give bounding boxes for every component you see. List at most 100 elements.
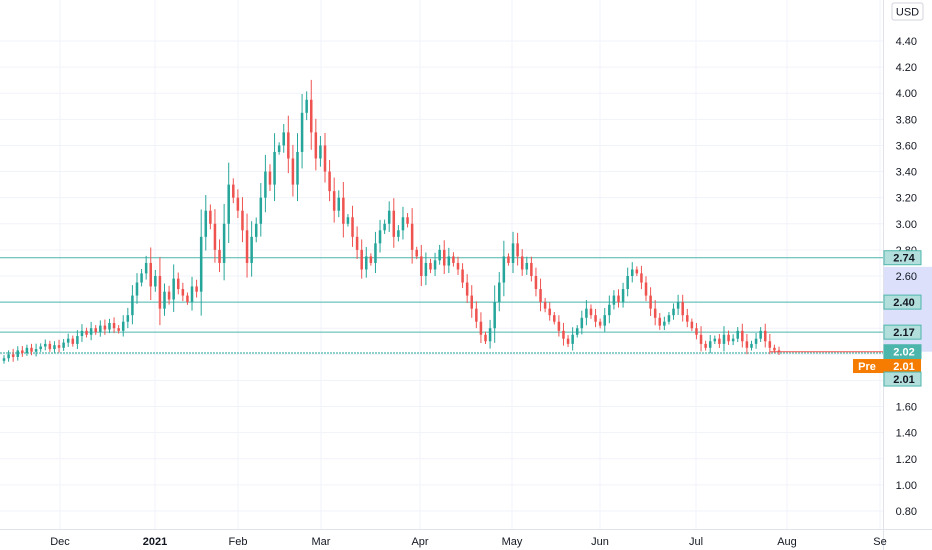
x-tick-label: Jun xyxy=(591,536,609,548)
candle-body xyxy=(695,328,698,335)
candle-body xyxy=(520,256,524,270)
pre-market-label[interactable]: Pre 2.01 xyxy=(853,359,921,374)
candle-body xyxy=(397,230,400,237)
candle-body xyxy=(296,151,299,185)
candle-body xyxy=(621,289,625,303)
candle-body xyxy=(360,249,363,270)
y-tick-label: 1.00 xyxy=(896,480,917,492)
candle-body xyxy=(71,338,75,344)
candle-body xyxy=(351,217,354,237)
candle-body xyxy=(273,151,276,185)
y-tick-label: 4.00 xyxy=(896,88,917,100)
candle-body xyxy=(218,249,221,263)
candle-body xyxy=(718,338,721,344)
candle-body xyxy=(617,295,620,303)
candle-body xyxy=(585,308,588,318)
candle-body xyxy=(727,334,730,342)
candle-body xyxy=(557,321,561,331)
candle-body xyxy=(30,347,33,352)
candle-body xyxy=(305,99,308,113)
y-tick-label: 2.60 xyxy=(896,271,917,283)
last-price-label[interactable]: 2.02 xyxy=(883,344,922,360)
candle-body xyxy=(653,308,657,318)
candle-body xyxy=(264,171,267,198)
candle-body xyxy=(681,302,684,316)
candle-body xyxy=(488,328,492,342)
level-label-201-text: 2.01 xyxy=(893,374,914,386)
candle-body xyxy=(420,256,423,276)
candle-body xyxy=(195,286,198,292)
candle-body xyxy=(66,338,70,343)
candle-body xyxy=(626,276,629,290)
x-tick-label: Feb xyxy=(229,536,248,548)
candle-body xyxy=(763,330,767,342)
candle-body xyxy=(663,321,666,326)
candle-body xyxy=(759,330,762,339)
level-label-240[interactable]: 2.40 xyxy=(883,294,922,310)
candle-body xyxy=(612,295,616,305)
level-label-274[interactable]: 2.74 xyxy=(883,250,922,266)
level-label-201[interactable]: 2.01 xyxy=(883,371,922,387)
candle-body xyxy=(245,230,249,263)
candle-body xyxy=(608,304,611,316)
y-tick-label: 1.60 xyxy=(896,402,917,414)
candle-body xyxy=(103,325,107,330)
candle-body xyxy=(516,243,519,257)
candle-body xyxy=(571,334,574,344)
candle-body xyxy=(39,346,42,350)
candle-body xyxy=(57,345,61,348)
y-tick-label: 3.60 xyxy=(896,140,917,152)
candle-body xyxy=(222,223,226,263)
candle-body xyxy=(410,223,414,250)
candle-body xyxy=(172,278,175,300)
candle-body xyxy=(392,210,396,237)
candle-body xyxy=(80,330,84,337)
candle-body xyxy=(204,210,208,237)
candle-body xyxy=(314,132,318,159)
x-tick-label: 2021 xyxy=(143,536,167,548)
candle-body xyxy=(282,132,285,146)
x-tick-label: Mar xyxy=(312,536,331,548)
candle-body xyxy=(452,256,455,263)
candle-body xyxy=(227,184,230,224)
candle-body xyxy=(135,282,139,296)
candle-body xyxy=(85,330,88,335)
candle-body xyxy=(731,338,735,342)
y-tick-label: 4.20 xyxy=(896,62,917,74)
candle-body xyxy=(534,276,538,290)
level-label-274-text: 2.74 xyxy=(893,253,915,265)
candle-body xyxy=(254,223,258,237)
time-axis[interactable]: Dec 2021 Feb Mar Apr May Jun Jul Aug Se xyxy=(0,529,932,549)
y-tick-label: 3.80 xyxy=(896,114,917,126)
last-price-label-text: 2.02 xyxy=(893,347,914,359)
candle-body xyxy=(149,262,153,287)
candle-body xyxy=(112,323,116,329)
y-tick-label: 3.00 xyxy=(896,219,917,231)
candle-body xyxy=(323,145,327,172)
candle-body xyxy=(209,210,212,224)
candle-body xyxy=(566,338,570,344)
level-label-217[interactable]: 2.17 xyxy=(883,324,922,340)
candle-body xyxy=(644,282,648,296)
x-tick-label: Se xyxy=(873,536,886,548)
candle-body xyxy=(525,262,529,270)
candle-body xyxy=(773,347,776,351)
candle-body xyxy=(658,317,662,326)
candle-body xyxy=(498,282,501,303)
candle-body xyxy=(594,315,597,322)
candle-body xyxy=(465,282,469,296)
candle-body xyxy=(190,286,194,303)
candle-body xyxy=(401,217,405,231)
candle-body xyxy=(539,289,542,303)
candle-body xyxy=(649,295,652,309)
candle-body xyxy=(562,330,565,339)
currency-button[interactable]: USD xyxy=(891,2,924,21)
candle-body xyxy=(768,341,772,348)
candle-body xyxy=(144,262,148,274)
candle-body xyxy=(741,330,744,342)
candle-body xyxy=(117,328,120,331)
y-tick-label: 1.40 xyxy=(896,428,917,440)
candle-body xyxy=(438,249,441,261)
candle-body xyxy=(479,321,483,335)
